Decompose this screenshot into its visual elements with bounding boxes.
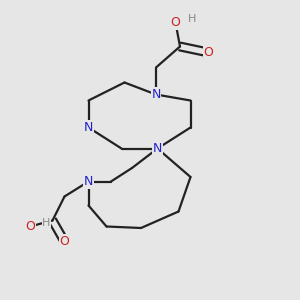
Text: O: O bbox=[60, 235, 69, 248]
Text: N: N bbox=[84, 121, 93, 134]
Text: O: O bbox=[25, 220, 35, 233]
Text: O: O bbox=[171, 16, 180, 29]
Text: N: N bbox=[153, 142, 162, 155]
Text: O: O bbox=[204, 46, 213, 59]
Text: N: N bbox=[151, 88, 161, 101]
Text: N: N bbox=[84, 175, 93, 188]
Text: H: H bbox=[188, 14, 196, 25]
Text: H: H bbox=[42, 218, 51, 229]
